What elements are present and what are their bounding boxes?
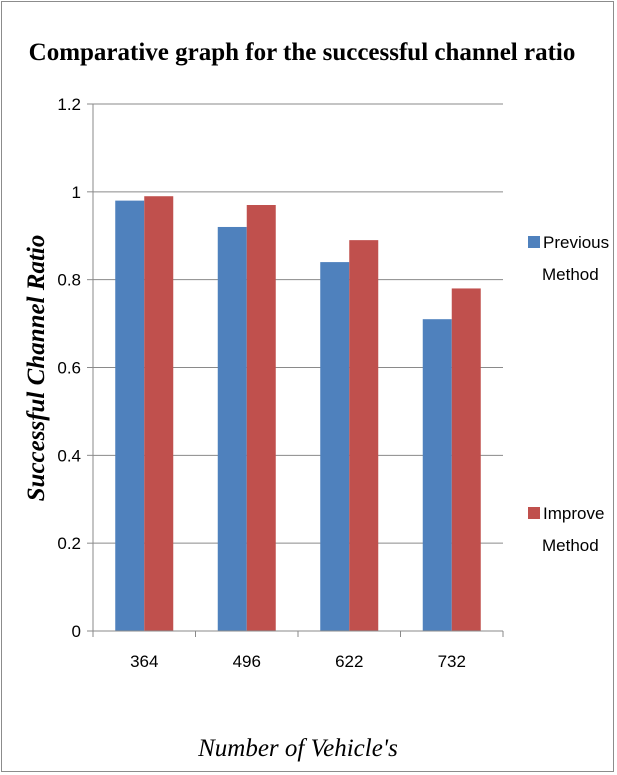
- legend-label: Improve: [543, 504, 604, 523]
- chart-title: Comparative graph for the successful cha…: [29, 39, 576, 66]
- legend-label: Method: [542, 265, 599, 284]
- y-axis-label: Successful Channel Ratio: [23, 235, 50, 502]
- y-tick-label: 0: [72, 622, 81, 641]
- bar-previous-622: [320, 262, 350, 631]
- bar-improve-496: [246, 205, 276, 631]
- x-tick-label: 622: [335, 652, 363, 671]
- bar-improve-732: [451, 288, 481, 631]
- x-tick-label: 496: [233, 652, 261, 671]
- legend-swatch: [528, 507, 540, 519]
- x-tick-labels: 364 496 622 732: [130, 652, 466, 671]
- y-tick-label: 1.2: [57, 95, 81, 114]
- bars: [115, 196, 481, 631]
- bar-previous-364: [115, 200, 145, 631]
- x-tick-label: 364: [130, 652, 158, 671]
- legend-label: Previous: [543, 233, 609, 252]
- y-tick-label: 0.8: [57, 271, 81, 290]
- bar-previous-496: [217, 226, 247, 631]
- y-tick-label: 0.4: [57, 446, 81, 465]
- axes: [87, 103, 504, 637]
- legend: Previous Method Improve Method: [528, 233, 609, 555]
- bar-improve-364: [144, 196, 174, 631]
- bar-improve-622: [349, 240, 379, 631]
- bar-previous-732: [422, 319, 452, 631]
- y-tick-labels: 0 0.2 0.4 0.6 0.8 1 1.2: [57, 95, 81, 641]
- y-tick-label: 0.2: [57, 534, 81, 553]
- y-tick-label: 1: [72, 183, 81, 202]
- legend-label: Method: [542, 536, 599, 555]
- legend-swatch: [528, 236, 540, 248]
- x-axis-label: Number of Vehicle's: [197, 735, 398, 762]
- y-tick-label: 0.6: [57, 359, 81, 378]
- x-tick-label: 732: [438, 652, 466, 671]
